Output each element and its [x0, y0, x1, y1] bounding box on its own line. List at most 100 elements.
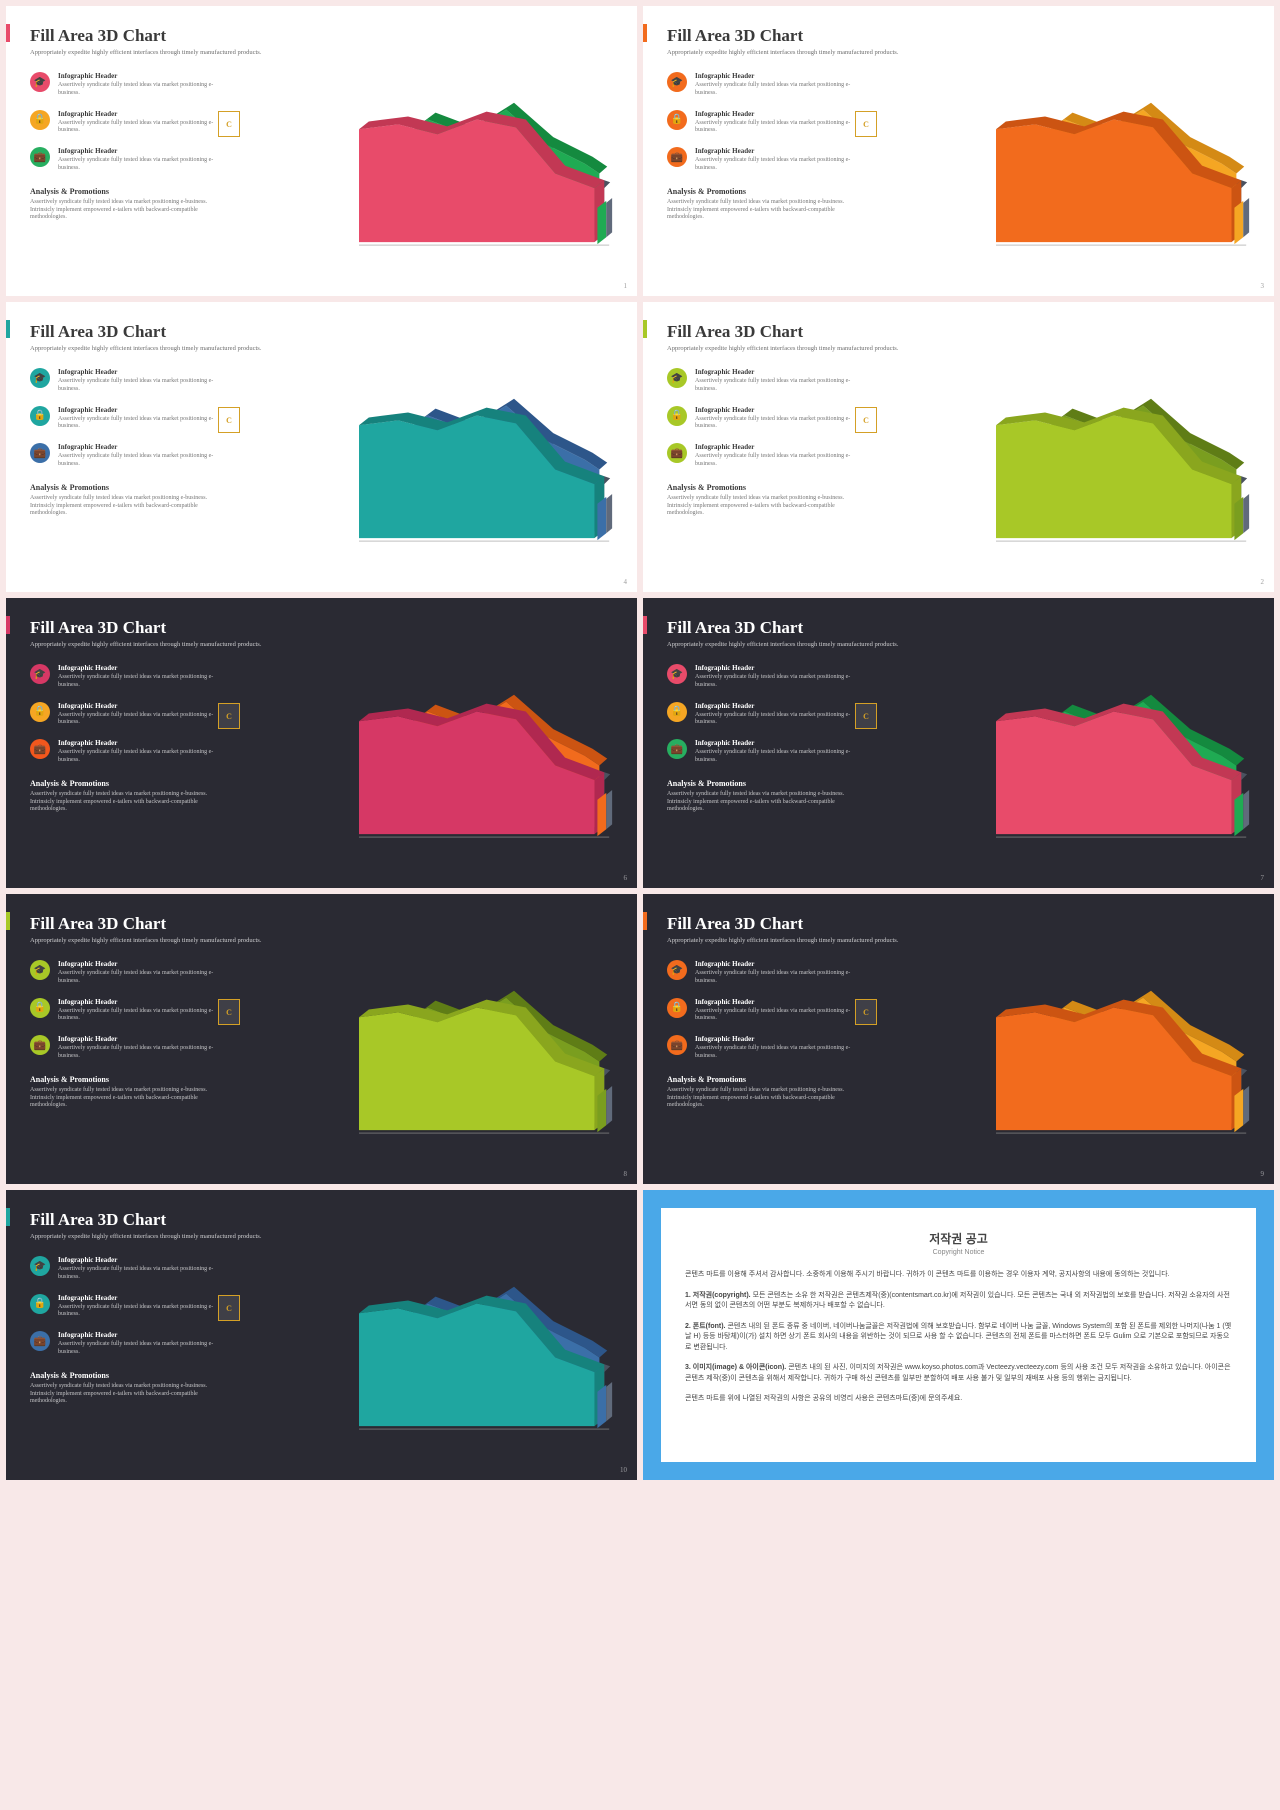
analysis-block: Analysis & Promotions Assertively syndic… — [30, 483, 230, 518]
info-row: 🔒 Infographic Header Assertively syndica… — [667, 406, 857, 432]
slide-title: Fill Area 3D Chart — [667, 322, 1250, 342]
slide: Fill Area 3D Chart Appropriately expedit… — [6, 1190, 637, 1480]
info-body: Assertively syndicate fully tested ideas… — [58, 1266, 220, 1282]
accent-bar — [6, 24, 10, 42]
slide-title: Fill Area 3D Chart — [30, 618, 613, 638]
page-number: 10 — [620, 1466, 627, 1474]
info-icon: 🎓 — [30, 72, 50, 92]
info-header: Infographic Header — [58, 406, 220, 414]
analysis-header: Analysis & Promotions — [30, 779, 230, 788]
accent-bar — [643, 320, 647, 338]
analysis-block: Analysis & Promotions Assertively syndic… — [30, 1075, 230, 1110]
info-row: 💼 Infographic Header Assertively syndica… — [667, 1035, 857, 1061]
slide: Fill Area 3D Chart Appropriately expedit… — [6, 598, 637, 888]
info-header: Infographic Header — [58, 443, 220, 451]
info-row: 🔒 Infographic Header Assertively syndica… — [30, 1294, 220, 1320]
analysis-block: Analysis & Promotions Assertively syndic… — [30, 1371, 230, 1406]
copyright-title: 저작권 공고 — [685, 1230, 1232, 1247]
analysis-header: Analysis & Promotions — [30, 187, 230, 196]
slide-title: Fill Area 3D Chart — [30, 26, 613, 46]
slide-title: Fill Area 3D Chart — [30, 1210, 613, 1230]
info-header: Infographic Header — [58, 110, 220, 118]
info-body: Assertively syndicate fully tested ideas… — [58, 120, 220, 136]
info-body: Assertively syndicate fully tested ideas… — [58, 1008, 220, 1024]
info-body: Assertively syndicate fully tested ideas… — [58, 416, 220, 432]
info-body: Assertively syndicate fully tested ideas… — [695, 120, 857, 136]
slide-subtitle: Appropriately expedite highly efficient … — [30, 641, 613, 648]
analysis-body: Assertively syndicate fully tested ideas… — [30, 1087, 230, 1110]
info-row: 🔒 Infographic Header Assertively syndica… — [30, 702, 220, 728]
info-row: 💼 Infographic Header Assertively syndica… — [30, 1331, 220, 1357]
info-icon: 🔒 — [667, 110, 687, 130]
info-row: 🎓 Infographic Header Assertively syndica… — [667, 664, 857, 690]
info-body: Assertively syndicate fully tested ideas… — [58, 453, 220, 469]
info-row: 🎓 Infographic Header Assertively syndica… — [30, 368, 220, 394]
info-icon: 🔒 — [30, 110, 50, 130]
info-row: 💼 Infographic Header Assertively syndica… — [667, 739, 857, 765]
info-body: Assertively syndicate fully tested ideas… — [695, 82, 857, 98]
slide-subtitle: Appropriately expedite highly efficient … — [30, 345, 613, 352]
info-row: 💼 Infographic Header Assertively syndica… — [667, 147, 857, 173]
analysis-header: Analysis & Promotions — [30, 1371, 230, 1380]
page-number: 2 — [1261, 578, 1265, 586]
slide-title: Fill Area 3D Chart — [30, 914, 613, 934]
info-row: 💼 Infographic Header Assertively syndica… — [30, 1035, 220, 1061]
slide-subtitle: Appropriately expedite highly efficient … — [30, 937, 613, 944]
info-row: 🔒 Infographic Header Assertively syndica… — [30, 406, 220, 432]
analysis-body: Assertively syndicate fully tested ideas… — [667, 199, 867, 222]
info-body: Assertively syndicate fully tested ideas… — [695, 416, 857, 432]
accent-bar — [6, 912, 10, 930]
info-icon: 🎓 — [667, 368, 687, 388]
slide-title: Fill Area 3D Chart — [667, 618, 1250, 638]
slide-title: Fill Area 3D Chart — [667, 914, 1250, 934]
info-icon: 💼 — [30, 1331, 50, 1351]
info-body: Assertively syndicate fully tested ideas… — [695, 749, 857, 765]
area-3d-chart — [996, 372, 1256, 562]
info-header: Infographic Header — [58, 739, 220, 747]
watermark-icon: C — [855, 407, 877, 433]
page-number: 6 — [624, 874, 628, 882]
info-body: Assertively syndicate fully tested ideas… — [58, 157, 220, 173]
analysis-header: Analysis & Promotions — [30, 483, 230, 492]
area-3d-chart — [996, 76, 1256, 266]
info-body: Assertively syndicate fully tested ideas… — [695, 970, 857, 986]
slide-subtitle: Appropriately expedite highly efficient … — [667, 937, 1250, 944]
info-body: Assertively syndicate fully tested ideas… — [58, 712, 220, 728]
info-body: Assertively syndicate fully tested ideas… — [695, 674, 857, 690]
accent-bar — [643, 24, 647, 42]
info-row: 💼 Infographic Header Assertively syndica… — [30, 739, 220, 765]
analysis-header: Analysis & Promotions — [667, 779, 867, 788]
info-icon: 🎓 — [667, 664, 687, 684]
slide-subtitle: Appropriately expedite highly efficient … — [667, 641, 1250, 648]
watermark-icon: C — [218, 1295, 240, 1321]
info-body: Assertively syndicate fully tested ideas… — [58, 970, 220, 986]
watermark-icon: C — [218, 407, 240, 433]
info-icon: 🔒 — [667, 702, 687, 722]
info-header: Infographic Header — [58, 72, 220, 80]
copyright-p2: 2. 폰트(font). 콘텐츠 내의 된 폰트 종류 중 네이버, 네이버나눔… — [685, 1322, 1232, 1354]
info-icon: 💼 — [30, 739, 50, 759]
copyright-slide: 저작권 공고 Copyright Notice 콘텐츠 마트를 이용해 주셔서 … — [643, 1190, 1274, 1480]
analysis-block: Analysis & Promotions Assertively syndic… — [30, 779, 230, 814]
info-icon: 🎓 — [667, 960, 687, 980]
accent-bar — [6, 1208, 10, 1226]
info-header: Infographic Header — [695, 739, 857, 747]
info-icon: 🎓 — [667, 72, 687, 92]
info-icon: 💼 — [30, 147, 50, 167]
info-icon: 💼 — [667, 443, 687, 463]
info-icon: 💼 — [667, 739, 687, 759]
info-header: Infographic Header — [695, 72, 857, 80]
info-body: Assertively syndicate fully tested ideas… — [58, 378, 220, 394]
analysis-header: Analysis & Promotions — [667, 1075, 867, 1084]
copyright-intro: 콘텐츠 마트를 이용해 주셔서 감사합니다. 소중하게 이용해 주시기 바랍니다… — [685, 1270, 1232, 1281]
info-header: Infographic Header — [695, 406, 857, 414]
info-header: Infographic Header — [695, 110, 857, 118]
info-body: Assertively syndicate fully tested ideas… — [58, 1304, 220, 1320]
info-header: Infographic Header — [695, 998, 857, 1006]
info-row: 🔒 Infographic Header Assertively syndica… — [667, 110, 857, 136]
analysis-body: Assertively syndicate fully tested ideas… — [30, 199, 230, 222]
watermark-icon: C — [218, 703, 240, 729]
analysis-block: Analysis & Promotions Assertively syndic… — [667, 779, 867, 814]
analysis-block: Analysis & Promotions Assertively syndic… — [667, 187, 867, 222]
page-number: 9 — [1261, 1170, 1265, 1178]
